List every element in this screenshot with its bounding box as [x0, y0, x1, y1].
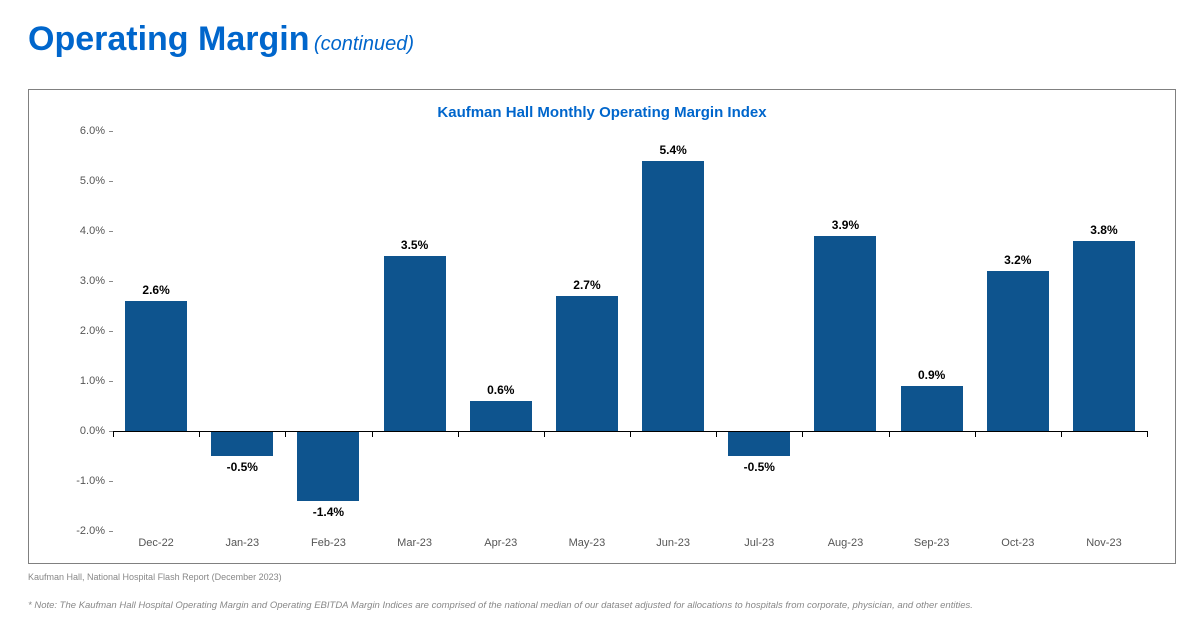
- bar: [814, 236, 876, 431]
- bar: [901, 386, 963, 431]
- x-tick-label: Aug-23: [802, 531, 888, 549]
- bar-slot: -1.4%: [285, 131, 371, 531]
- bar: [642, 161, 704, 431]
- y-tick-label: 4.0%: [80, 225, 105, 237]
- y-tick-label: 3.0%: [80, 275, 105, 287]
- x-tick-label: Jan-23: [199, 531, 285, 549]
- x-tick-label: May-23: [544, 531, 630, 549]
- bar-value-label: 3.8%: [1061, 223, 1147, 237]
- bar: [125, 301, 187, 431]
- footnote: * Note: The Kaufman Hall Hospital Operat…: [28, 600, 1176, 611]
- bar-value-label: 0.6%: [458, 383, 544, 397]
- bar-value-label: -1.4%: [285, 505, 371, 519]
- bar-value-label: 0.9%: [889, 368, 975, 382]
- bar-slot: 2.6%: [113, 131, 199, 531]
- bar: [384, 256, 446, 431]
- page-title: Operating Margin: [28, 20, 309, 58]
- bar-slot: 0.6%: [458, 131, 544, 531]
- bar: [728, 431, 790, 456]
- x-axis-labels: Dec-22Jan-23Feb-23Mar-23Apr-23May-23Jun-…: [113, 531, 1147, 549]
- bar: [297, 431, 359, 501]
- bar-value-label: 2.6%: [113, 283, 199, 297]
- bar: [211, 431, 273, 456]
- y-tick-label: 1.0%: [80, 375, 105, 387]
- bar-slot: -0.5%: [199, 131, 285, 531]
- bar-slot: -0.5%: [716, 131, 802, 531]
- bars-group: 2.6% -0.5% -1.4% 3.5% 0.6% 2.7% 5.4% -0.5% 3.9% 0…: [113, 131, 1147, 531]
- bar-slot: 3.5%: [372, 131, 458, 531]
- bar-value-label: -0.5%: [199, 460, 285, 474]
- bar-value-label: 3.5%: [372, 238, 458, 252]
- x-tick-label: Dec-22: [113, 531, 199, 549]
- y-tick-label: -2.0%: [76, 525, 105, 537]
- x-tick-label: Feb-23: [285, 531, 371, 549]
- bar-value-label: 5.4%: [630, 143, 716, 157]
- x-tick-label: Oct-23: [975, 531, 1061, 549]
- bar-slot: 3.2%: [975, 131, 1061, 531]
- y-tick-label: 5.0%: [80, 175, 105, 187]
- y-tick-label: -1.0%: [76, 475, 105, 487]
- bar: [987, 271, 1049, 431]
- bar-slot: 5.4%: [630, 131, 716, 531]
- bar-slot: 3.9%: [802, 131, 888, 531]
- bar-slot: 2.7%: [544, 131, 630, 531]
- source-citation: Kaufman Hall, National Hospital Flash Re…: [28, 572, 1176, 582]
- bar-slot: 3.8%: [1061, 131, 1147, 531]
- y-tick-label: 0.0%: [80, 425, 105, 437]
- x-tick-label: Apr-23: [458, 531, 544, 549]
- bar-slot: 0.9%: [889, 131, 975, 531]
- x-tick-label: Jun-23: [630, 531, 716, 549]
- bar: [1073, 241, 1135, 431]
- x-tick-label: Sep-23: [889, 531, 975, 549]
- page-header: Operating Margin (continued): [28, 20, 1176, 59]
- bar-value-label: 2.7%: [544, 278, 630, 292]
- chart-container: Kaufman Hall Monthly Operating Margin In…: [28, 89, 1176, 564]
- page-title-continued: (continued): [314, 33, 414, 55]
- plot-area: 2.6% -0.5% -1.4% 3.5% 0.6% 2.7% 5.4% -0.5% 3.9% 0…: [113, 131, 1147, 531]
- bar-value-label: 3.9%: [802, 218, 888, 232]
- bar: [556, 296, 618, 431]
- bar: [470, 401, 532, 431]
- y-axis: 6.0%5.0%4.0%3.0%2.0%1.0%0.0%-1.0%-2.0%: [57, 131, 113, 531]
- y-tick-label: 6.0%: [80, 125, 105, 137]
- x-tick-label: Mar-23: [372, 531, 458, 549]
- chart-title: Kaufman Hall Monthly Operating Margin In…: [57, 104, 1147, 121]
- x-tick-label: Jul-23: [716, 531, 802, 549]
- bar-value-label: 3.2%: [975, 253, 1061, 267]
- x-tick-label: Nov-23: [1061, 531, 1147, 549]
- y-tick-label: 2.0%: [80, 325, 105, 337]
- bar-value-label: -0.5%: [716, 460, 802, 474]
- chart-plot: 6.0%5.0%4.0%3.0%2.0%1.0%0.0%-1.0%-2.0% 2…: [57, 131, 1147, 531]
